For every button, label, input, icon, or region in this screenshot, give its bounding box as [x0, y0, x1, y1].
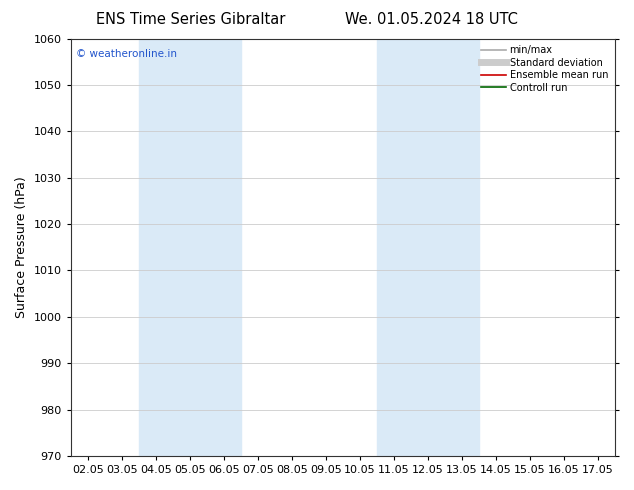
Bar [377, 39, 479, 456]
Text: We. 01.05.2024 18 UTC: We. 01.05.2024 18 UTC [345, 12, 517, 27]
Legend: min/max, Standard deviation, Ensemble mean run, Controll run: min/max, Standard deviation, Ensemble me… [477, 42, 612, 97]
Y-axis label: Surface Pressure (hPa): Surface Pressure (hPa) [15, 176, 28, 318]
Bar [139, 39, 241, 456]
Text: © weatheronline.in: © weatheronline.in [76, 49, 177, 59]
Text: ENS Time Series Gibraltar: ENS Time Series Gibraltar [96, 12, 285, 27]
